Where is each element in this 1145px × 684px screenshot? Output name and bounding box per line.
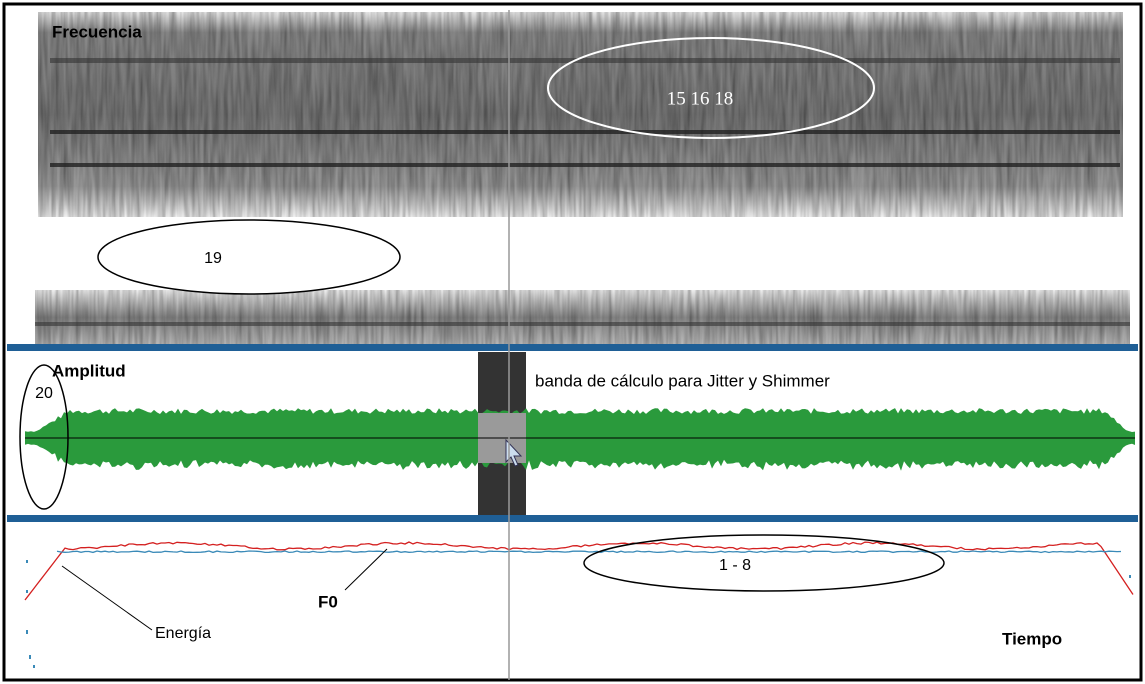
band-caption: banda de cálculo para Jitter y Shimmer xyxy=(535,371,830,390)
panel-divider xyxy=(7,344,1138,351)
formant-line xyxy=(35,322,1130,326)
panel-divider xyxy=(7,515,1138,522)
annotation-ellipse xyxy=(98,220,400,294)
axis-label: Tiempo xyxy=(1002,629,1062,648)
formant-band xyxy=(38,12,1123,217)
low-band xyxy=(35,290,1130,345)
annotation: 15 16 18 xyxy=(667,88,734,109)
analysis-window: Frecuencia 15 16 18 19 Amplitud 20 banda… xyxy=(0,0,1145,684)
spectrogram: Frecuencia 15 16 18 19 xyxy=(35,12,1130,345)
panel-label: Amplitud xyxy=(52,361,126,380)
annotation: 20 xyxy=(35,385,53,402)
panel-label: Frecuencia xyxy=(52,22,142,41)
formant-line xyxy=(50,163,1120,167)
annotation: 1 - 8 xyxy=(719,557,751,574)
curve-label: F0 xyxy=(318,592,338,611)
waveform xyxy=(25,408,1135,471)
formant-line xyxy=(50,58,1120,63)
curve-label: Energía xyxy=(155,625,211,642)
annotation: 19 xyxy=(204,250,222,267)
formant-line xyxy=(50,130,1120,134)
